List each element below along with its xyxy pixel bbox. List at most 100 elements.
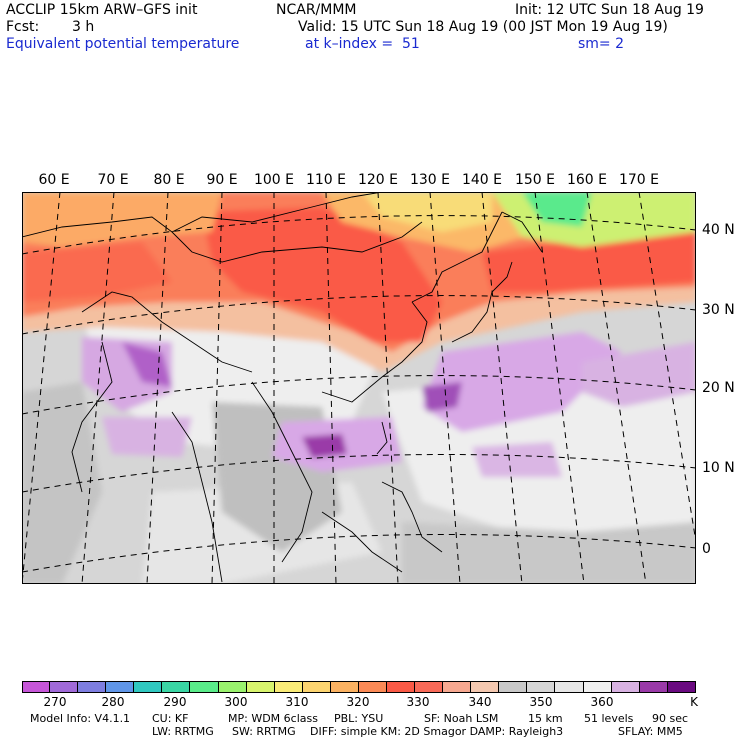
colorbar-tick: 310 [285,695,309,709]
warm-high-area [202,207,442,342]
orange-area [22,192,222,247]
grey-area [22,382,102,584]
colorbar-unit: K [690,695,698,709]
lon-label: 170 E [618,172,660,188]
center-label: NCAR/MMM [276,2,357,18]
lavender-area [422,332,622,432]
colorbar [22,681,696,693]
colorbar-cell [162,681,191,693]
lon-label: 130 E [409,172,451,188]
colorbar-cell [667,681,696,693]
map-frame [22,192,696,584]
coastline [381,481,443,553]
border-line [81,291,253,373]
purple-area [422,382,462,412]
longwave-scheme: LW: RRTMG [152,725,214,738]
colorbar-cell [527,681,556,693]
border-line [22,192,383,238]
microphysics-scheme: MP: WDM 6class [228,712,318,725]
lon-label: 100 E [253,172,295,188]
coastline [411,211,503,303]
coastline [321,301,428,403]
lavender-area [582,342,696,407]
colorbar-cell [274,681,303,693]
timestep: 90 sec [652,712,689,725]
shortwave-scheme: SW: RRTMG [232,725,296,738]
colorbar-tick: 330 [406,695,430,709]
lon-label: 140 E [461,172,503,188]
warm-high-area [482,227,696,292]
lat-label: 20 N [702,380,735,396]
lon-label: 80 E [153,172,185,188]
valid-time: Valid: 15 UTC Sun 18 Aug 19 (00 JST Mon … [298,19,668,35]
colorbar-cell [499,681,528,693]
init-time: Init: 12 UTC Sun 18 Aug 19 [515,2,704,18]
lon-label: 70 E [97,172,129,188]
colorbar-cell [387,681,416,693]
pbl-scheme: PBL: YSU [334,712,384,725]
coastline [376,421,388,455]
lat-label: 30 N [702,302,735,318]
resolution: 15 km [528,712,563,725]
field-name: Equivalent potential temperature [6,36,240,52]
forecast-value: 3 h [72,19,95,35]
grey-area [402,522,696,584]
lat-label: 40 N [702,222,735,238]
colorbar-tick: 320 [346,695,370,709]
coastline [321,511,403,573]
colorbar-cell [134,681,163,693]
colorbar-cell [22,681,51,693]
colorbar-cell [330,681,359,693]
colorbar-tick: 270 [43,695,67,709]
coastline [501,211,543,253]
colorbar-cell [106,681,135,693]
lon-label: 160 E [566,172,608,188]
lon-label: 110 E [305,172,347,188]
colorbar-cell [358,681,388,693]
colorbar-cell [611,681,640,693]
coastline [71,341,113,493]
colorbar-cell [639,681,668,693]
vertical-levels: 51 levels [584,712,634,725]
colorbar-cell [190,681,219,693]
coastline [251,381,313,563]
meridian-line [586,192,647,584]
colorbar-cell [246,681,275,693]
coastline [451,261,513,343]
colorbar-tick: 300 [224,695,248,709]
yellow-area [362,192,492,232]
lon-label: 150 E [514,172,556,188]
colorbar-cell [218,681,247,693]
lon-label: 90 E [206,172,238,188]
green-area [522,192,592,227]
cumulus-scheme: CU: KF [152,712,189,725]
model-info: Model Info: V4.1.1 [30,712,131,725]
colorbar-cell [302,681,331,693]
colorbar-tick: 340 [468,695,492,709]
colorbar-cell [415,681,444,693]
coastline [171,411,223,583]
colorbar-cell [471,681,500,693]
lat-label: 10 N [702,460,735,476]
lavender-area [102,417,192,457]
colorbar-tick: 350 [529,695,553,709]
smoothing-label: sm= 2 [578,36,625,52]
purple-area [122,342,172,387]
colorbar-tick: 290 [163,695,187,709]
colorbar-tick: 280 [101,695,125,709]
colorbar-cell [583,681,612,693]
model-title: ACCLIP 15km ARW–GFS init [6,2,198,18]
colorbar-cell [78,681,107,693]
level-label: at k–index = 51 [305,36,420,52]
surface-layer-scheme: SFLAY: MM5 [618,725,683,738]
lon-label: 60 E [38,172,70,188]
warm-high-area [22,242,172,302]
lat-label: 0 [702,541,711,557]
colorbar-cell [443,681,472,693]
colorbar-cell [50,681,79,693]
purple-area [302,434,347,458]
colorbar-cell [555,681,584,693]
forecast-label: Fcst: [6,19,40,35]
lavender-area [472,442,562,477]
meridian-line [638,192,696,543]
